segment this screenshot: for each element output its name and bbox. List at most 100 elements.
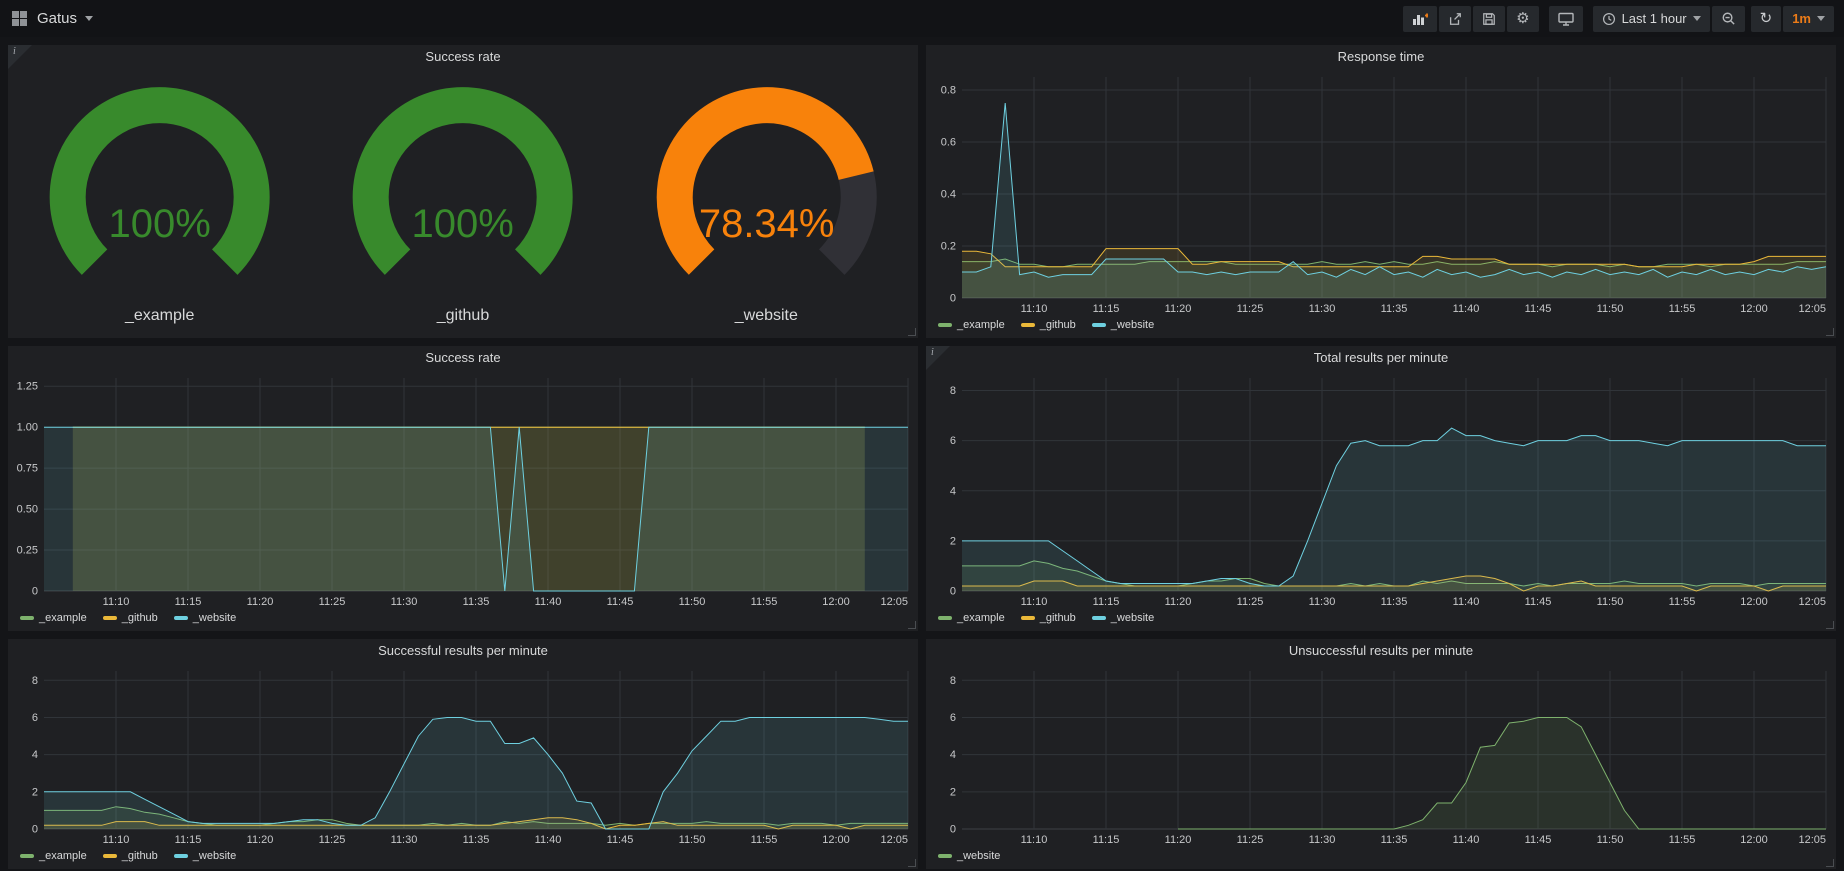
svg-text:11:50: 11:50: [1597, 596, 1624, 608]
legend-item-_example[interactable]: _example: [938, 319, 1005, 331]
svg-text:11:30: 11:30: [391, 834, 418, 846]
panel-title[interactable]: Total results per minute: [926, 346, 1836, 370]
legend-label: _website: [1111, 612, 1154, 624]
svg-text:11:40: 11:40: [535, 596, 562, 608]
panel-success-rate-gauges: i Success rate 100%_example100%_github78…: [8, 45, 918, 338]
svg-text:11:35: 11:35: [1381, 303, 1408, 315]
svg-text:11:35: 11:35: [463, 596, 490, 608]
time-range-button[interactable]: Last 1 hour: [1593, 6, 1710, 32]
legend-swatch: [174, 616, 188, 620]
cycle-view-button[interactable]: [1549, 6, 1583, 32]
svg-text:11:15: 11:15: [1093, 834, 1120, 846]
legend-label: _example: [39, 850, 87, 862]
gauge-label: _website: [735, 307, 798, 325]
legend-label: _github: [122, 612, 158, 624]
legend-item-_example[interactable]: _example: [20, 612, 87, 624]
panel-resize-handle[interactable]: [908, 621, 916, 629]
unsuccessful-results-chart[interactable]: 0246811:1011:1511:2011:2511:3011:3511:40…: [926, 663, 1836, 847]
settings-button[interactable]: ⚙: [1507, 6, 1538, 32]
svg-text:11:50: 11:50: [1597, 303, 1624, 315]
svg-text:11:10: 11:10: [103, 596, 130, 608]
svg-text:1.00: 1.00: [17, 422, 38, 434]
svg-text:12:05: 12:05: [880, 596, 908, 608]
save-button[interactable]: [1473, 6, 1505, 32]
svg-text:8: 8: [32, 675, 38, 687]
panel-title[interactable]: Response time: [926, 45, 1836, 69]
monitor-icon: [1558, 12, 1574, 26]
svg-text:0.50: 0.50: [17, 504, 38, 516]
legend-item-_example[interactable]: _example: [938, 612, 1005, 624]
legend-item-_github[interactable]: _github: [103, 612, 158, 624]
legend-item-_github[interactable]: _github: [1021, 319, 1076, 331]
svg-text:0: 0: [32, 586, 38, 598]
svg-text:0.8: 0.8: [941, 85, 956, 97]
svg-text:11:25: 11:25: [319, 596, 346, 608]
panel-resize-handle[interactable]: [1826, 621, 1834, 629]
panel-resize-handle[interactable]: [908, 859, 916, 867]
share-button[interactable]: [1439, 6, 1471, 32]
svg-text:11:25: 11:25: [319, 834, 346, 846]
total-results-chart[interactable]: 0246811:1011:1511:2011:2511:3011:3511:40…: [926, 370, 1836, 609]
panel-total-results: i Total results per minute 0246811:1011:…: [926, 346, 1836, 631]
svg-text:11:10: 11:10: [103, 834, 130, 846]
panel-title[interactable]: Unsuccessful results per minute: [926, 639, 1836, 663]
svg-text:2: 2: [32, 786, 38, 798]
svg-text:0: 0: [950, 586, 956, 598]
legend-item-_website[interactable]: _website: [1092, 319, 1154, 331]
svg-text:8: 8: [950, 385, 956, 397]
svg-text:11:40: 11:40: [1453, 303, 1480, 315]
legend-item-_website[interactable]: _website: [174, 850, 236, 862]
legend-swatch: [1092, 616, 1106, 620]
svg-text:12:00: 12:00: [1740, 596, 1768, 608]
gauge-value: 100%: [412, 202, 514, 246]
legend-swatch: [103, 854, 117, 858]
svg-text:11:45: 11:45: [1525, 303, 1552, 315]
clock-icon: [1602, 12, 1616, 26]
dashboard-title-button[interactable]: Gatus: [37, 10, 93, 27]
apps-grid-icon[interactable]: [12, 11, 27, 26]
svg-text:6: 6: [950, 435, 956, 447]
svg-text:11:15: 11:15: [175, 834, 202, 846]
svg-text:12:05: 12:05: [1798, 303, 1826, 315]
response-time-chart[interactable]: 00.20.40.60.811:1011:1511:2011:2511:3011…: [926, 69, 1836, 316]
zoom-out-button[interactable]: [1712, 6, 1745, 32]
svg-text:11:10: 11:10: [1021, 303, 1048, 315]
successful-results-chart[interactable]: 0246811:1011:1511:2011:2511:3011:3511:40…: [8, 663, 918, 847]
refresh-button[interactable]: ↻: [1751, 6, 1782, 32]
chevron-down-icon: [1693, 16, 1701, 21]
gauge-_example: 100%_example: [8, 79, 311, 325]
legend-label: _website: [193, 612, 236, 624]
legend-label: _example: [957, 612, 1005, 624]
legend-item-_website[interactable]: _website: [174, 612, 236, 624]
legend-swatch: [938, 854, 952, 858]
panel-success-rate-series: Success rate 00.250.500.751.001.2511:101…: [8, 346, 918, 631]
svg-text:0.4: 0.4: [941, 189, 956, 201]
panel-resize-handle[interactable]: [908, 328, 916, 336]
panel-title[interactable]: Success rate: [8, 45, 918, 69]
gauges-row: 100%_example100%_github78.34%_website: [8, 69, 918, 338]
success-rate-chart[interactable]: 00.250.500.751.001.2511:1011:1511:2011:2…: [8, 370, 918, 609]
panel-resize-handle[interactable]: [1826, 859, 1834, 867]
legend-item-_github[interactable]: _github: [103, 850, 158, 862]
svg-text:11:15: 11:15: [175, 596, 202, 608]
add-panel-button[interactable]: [1403, 6, 1437, 32]
svg-text:11:40: 11:40: [535, 834, 562, 846]
svg-text:11:15: 11:15: [1093, 303, 1120, 315]
legend-item-_github[interactable]: _github: [1021, 612, 1076, 624]
panel-title[interactable]: Success rate: [8, 346, 918, 370]
legend-swatch: [938, 616, 952, 620]
legend-label: _website: [957, 850, 1000, 862]
svg-text:12:00: 12:00: [822, 596, 850, 608]
panel-title[interactable]: Successful results per minute: [8, 639, 918, 663]
legend-label: _website: [193, 850, 236, 862]
svg-text:0: 0: [950, 293, 956, 305]
svg-text:11:35: 11:35: [463, 834, 490, 846]
legend-item-_example[interactable]: _example: [20, 850, 87, 862]
plus-icon: [1425, 14, 1428, 18]
svg-text:11:20: 11:20: [1165, 596, 1192, 608]
legend-item-_website[interactable]: _website: [1092, 612, 1154, 624]
panel-resize-handle[interactable]: [1826, 328, 1834, 336]
refresh-interval-button[interactable]: 1m: [1783, 6, 1834, 32]
legend-swatch: [1021, 323, 1035, 327]
legend-item-_website[interactable]: _website: [938, 850, 1000, 862]
